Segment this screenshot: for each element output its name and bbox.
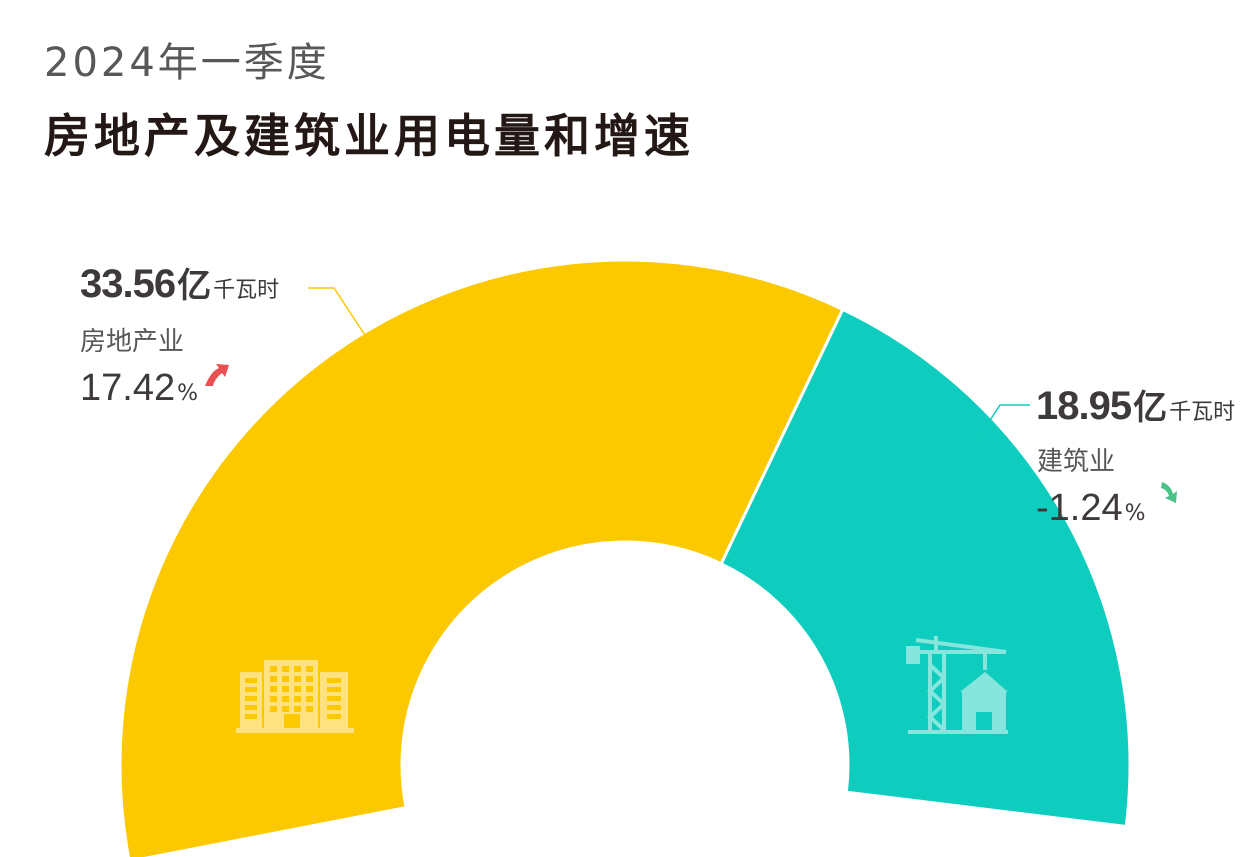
value-label-real-estate: 33.56亿千瓦时 <box>80 262 279 306</box>
category-label-construction: 建筑业 <box>1037 447 1115 477</box>
building-window <box>306 686 313 692</box>
building-window <box>245 678 257 683</box>
building-window <box>282 676 289 682</box>
category-label-real-estate: 房地产业 <box>80 327 184 357</box>
building-window <box>270 676 277 682</box>
chart-title: 房地产及建筑业用电量和增速 <box>44 109 694 163</box>
building-window <box>282 686 289 692</box>
building-window <box>245 687 257 692</box>
crane-house <box>906 646 1008 730</box>
crane-house-door <box>976 712 992 730</box>
building-window <box>327 678 341 683</box>
chart-subtitle: 2024年一季度 <box>44 40 330 86</box>
building-window <box>245 696 257 701</box>
building-window <box>270 696 277 702</box>
building-windows <box>245 666 341 728</box>
building-window <box>294 686 301 692</box>
building-window <box>294 706 301 712</box>
building-window <box>306 666 313 672</box>
building-window <box>327 705 341 710</box>
building-window <box>270 686 277 692</box>
building-window <box>270 706 277 712</box>
building-window <box>306 696 313 702</box>
growth-label-real-estate: 17.42% <box>80 367 198 409</box>
building-window <box>245 705 257 710</box>
building-window <box>282 666 289 672</box>
donut-slices <box>118 258 1132 857</box>
building-window <box>294 666 301 672</box>
arrow-up-icon <box>205 364 229 386</box>
value-label-construction: 18.95亿千瓦时 <box>1036 384 1235 428</box>
building-window <box>327 687 341 692</box>
building-door <box>284 714 300 728</box>
building-window <box>282 696 289 702</box>
construction-crane-icon <box>908 636 1008 734</box>
building-window <box>306 676 313 682</box>
donut-slice-construction <box>719 307 1132 829</box>
leader-line-real-estate <box>308 287 377 353</box>
growth-label-construction: -1.24% <box>1036 487 1146 529</box>
building-window <box>327 696 341 701</box>
building-window <box>282 706 289 712</box>
building-window <box>327 714 341 719</box>
leader-line-construction <box>973 404 1030 446</box>
building-window <box>270 666 277 672</box>
building-window <box>294 676 301 682</box>
building-window <box>306 706 313 712</box>
building-window <box>245 714 257 719</box>
building-window <box>294 696 301 702</box>
arrow-down-icon <box>1161 482 1177 503</box>
